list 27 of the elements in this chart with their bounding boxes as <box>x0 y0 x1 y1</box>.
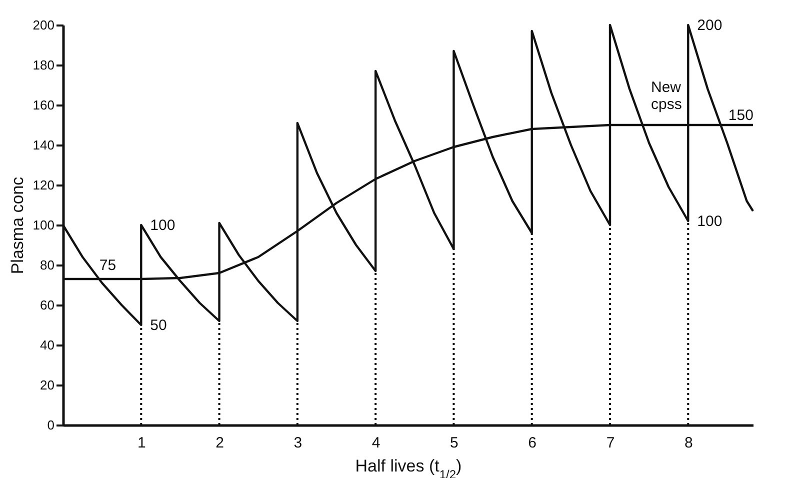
annotation: 75 <box>99 257 116 274</box>
x-tick-label: 5 <box>450 434 458 452</box>
y-tick-label: 40 <box>40 338 54 352</box>
x-tick-label: 4 <box>372 434 380 452</box>
x-tick-label: 3 <box>294 434 302 452</box>
y-tick-label: 180 <box>32 58 54 72</box>
annotation: 150 <box>728 107 754 124</box>
x-tick-label: 6 <box>528 434 537 452</box>
y-tick-label: 100 <box>32 218 54 232</box>
y-tick-label: 20 <box>40 378 54 392</box>
annotation: New cpss <box>651 79 682 113</box>
y-tick-label: 140 <box>32 138 54 152</box>
y-axis-title: Plasma conc <box>8 176 27 274</box>
annotation: 100 <box>697 213 722 230</box>
x-tick-label: 1 <box>137 434 146 452</box>
annotation: 200 <box>697 17 722 34</box>
y-tick-label: 80 <box>40 258 54 272</box>
annotation: 50 <box>150 317 167 334</box>
y-tick-label: 60 <box>40 298 54 312</box>
y-tick-label: 0 <box>47 418 54 432</box>
x-tick-label: 8 <box>684 434 693 452</box>
y-tick-label: 160 <box>32 98 54 112</box>
x-tick-label: 2 <box>216 434 224 452</box>
y-tick-label: 200 <box>32 18 54 32</box>
x-tick-label: 7 <box>606 434 615 452</box>
y-tick-label: 120 <box>32 178 54 192</box>
annotation: 100 <box>150 217 176 234</box>
